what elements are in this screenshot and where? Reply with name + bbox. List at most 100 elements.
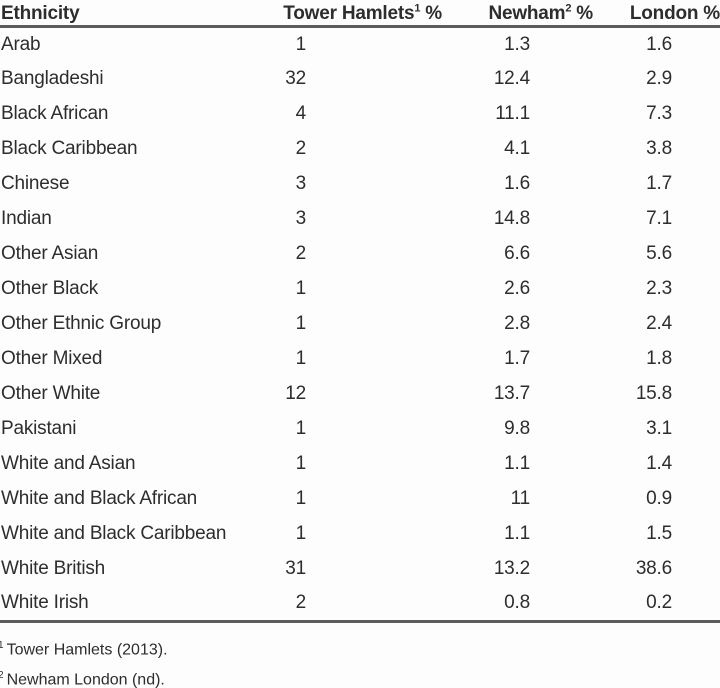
- value-cell: 3.1: [646, 418, 672, 439]
- ethnicity-cell: Pakistani: [1, 418, 77, 439]
- table-row: Bangladeshi 32 12.4 2.9: [0, 62, 720, 97]
- table-row: Arab 1 1.3 1.6: [0, 27, 720, 62]
- footnote-2-marker: 2: [0, 670, 4, 682]
- ethnicity-cell: White and Black African: [1, 488, 198, 509]
- value-cell: 38.6: [635, 558, 672, 579]
- value-cell: 11.1: [495, 103, 530, 124]
- column-header-tower-hamlets-label: Tower Hamlets: [283, 3, 415, 24]
- table-body: Arab 1 1.3 1.6 Bangladeshi 32 12.4 2.9 Black Afr…: [0, 27, 720, 623]
- table-row: Pakistani 1 9.8 3.1: [0, 412, 720, 447]
- value-cell: 1.8: [646, 348, 672, 369]
- value-cell: 11: [510, 488, 531, 509]
- footnote-marker-1: 1: [414, 2, 421, 15]
- table-row: Black Caribbean 2 4.1 3.8: [0, 132, 720, 167]
- value-cell: 3: [295, 208, 307, 229]
- value-cell: 3.8: [646, 138, 672, 159]
- value-cell: 1: [295, 488, 307, 509]
- value-cell: 0.8: [442, 586, 593, 623]
- value-cell: 2.3: [646, 278, 672, 299]
- table-row: Black African 4 11.1 7.3: [0, 97, 720, 132]
- footnote-1: 1 Tower Hamlets (2013).: [0, 633, 720, 663]
- value-cell: 13.2: [493, 558, 530, 579]
- table-row: White and Black Caribbean 1 1.1 1.5: [0, 517, 720, 552]
- value-cell: 7.3: [646, 103, 672, 124]
- value-cell: 1: [295, 348, 307, 369]
- value-cell: 2.6: [504, 278, 530, 299]
- value-cell: 1: [295, 278, 307, 299]
- column-header-london: London%: [593, 0, 720, 28]
- percent-sign: %: [425, 3, 442, 24]
- ethnicity-cell: Other Asian: [1, 243, 99, 264]
- value-cell: 3: [295, 173, 307, 194]
- value-cell: 14.8: [493, 208, 530, 229]
- value-cell: 12: [285, 383, 306, 404]
- ethnicity-cell: Black Caribbean: [1, 138, 138, 159]
- value-cell: 4: [295, 103, 307, 124]
- value-cell: 1: [295, 418, 307, 439]
- footnote-2: 2 Newham London (nd).: [0, 663, 720, 688]
- value-cell: 2: [280, 586, 442, 623]
- value-cell: 31: [285, 558, 306, 579]
- value-cell: 1.4: [646, 453, 672, 474]
- value-cell: 1: [295, 453, 307, 474]
- value-cell: 7.1: [646, 208, 672, 229]
- ethnicity-cell: White and Black Caribbean: [1, 523, 227, 544]
- value-cell: 1.1: [504, 523, 530, 544]
- ethnicity-cell: Other White: [1, 383, 101, 404]
- footnote-marker-2: 2: [565, 2, 572, 15]
- value-cell: 1.7: [504, 348, 530, 369]
- column-header-newham: Newham2%: [442, 0, 593, 28]
- ethnicity-cell: White and Asian: [1, 453, 136, 474]
- table-row: White and Black African 1 11 0.9: [0, 482, 720, 517]
- header-row: Ethnicity Tower Hamlets1% Newham2% Londo…: [0, 0, 720, 28]
- value-cell: 5.6: [646, 243, 672, 264]
- ethnicity-cell: Other Ethnic Group: [1, 313, 162, 334]
- column-header-ethnicity: Ethnicity: [0, 0, 280, 28]
- ethnicity-cell: Indian: [1, 208, 52, 229]
- value-cell: 6.6: [504, 243, 530, 264]
- table-row: Other Asian 2 6.6 5.6: [0, 237, 720, 272]
- table-row: White and Asian 1 1.1 1.4: [0, 447, 720, 482]
- percent-sign: %: [703, 3, 720, 24]
- footnote-1-text: Tower Hamlets (2013).: [6, 641, 168, 659]
- value-cell: 2: [295, 138, 307, 159]
- column-header-newham-label: Newham: [488, 3, 566, 24]
- value-cell: 1: [295, 313, 307, 334]
- ethnicity-cell: Other Black: [1, 278, 99, 299]
- column-header-london-label: London: [629, 3, 699, 24]
- value-cell: 1: [295, 33, 307, 55]
- ethnicity-cell: Black African: [1, 103, 109, 124]
- ethnicity-cell: White Irish: [0, 586, 280, 623]
- table-row: Indian 3 14.8 7.1: [0, 202, 720, 237]
- column-header-tower-hamlets: Tower Hamlets1%: [280, 0, 442, 28]
- value-cell: 15.8: [635, 383, 672, 404]
- value-cell: 1.7: [646, 173, 672, 194]
- value-cell: 2.9: [646, 68, 672, 89]
- table-row: Other White 12 13.7 15.8: [0, 377, 720, 412]
- ethnicity-table: Ethnicity Tower Hamlets1% Newham2% Londo…: [0, 0, 720, 623]
- footnotes: 1 Tower Hamlets (2013). 2 Newham London (n…: [0, 633, 720, 688]
- value-cell: 1.5: [646, 523, 672, 544]
- table-row: Chinese 3 1.6 1.7: [0, 167, 720, 202]
- table-row: Other Black 1 2.6 2.3: [0, 272, 720, 307]
- footnote-1-marker: 1: [0, 640, 4, 651]
- ethnicity-cell: Chinese: [1, 173, 70, 194]
- value-cell: 0.2: [593, 586, 720, 623]
- value-cell: 1.1: [504, 453, 530, 474]
- table-row: White Irish 2 0.8 0.2: [0, 586, 720, 623]
- value-cell: 13.7: [493, 383, 530, 404]
- ethnicity-cell: Arab: [1, 33, 41, 55]
- table-row: White British 31 13.2 38.6: [0, 552, 720, 587]
- value-cell: 32: [285, 68, 306, 89]
- value-cell: 12.4: [493, 68, 530, 89]
- value-cell: 4.1: [504, 138, 530, 159]
- table-row: Other Mixed 1 1.7 1.8: [0, 342, 720, 377]
- value-cell: 1.6: [646, 33, 672, 55]
- value-cell: 9.8: [504, 418, 530, 439]
- value-cell: 2.4: [646, 313, 672, 334]
- value-cell: 1.6: [504, 173, 530, 194]
- value-cell: 0.9: [646, 488, 672, 509]
- percent-sign: %: [576, 3, 593, 24]
- value-cell: 1.3: [504, 33, 530, 55]
